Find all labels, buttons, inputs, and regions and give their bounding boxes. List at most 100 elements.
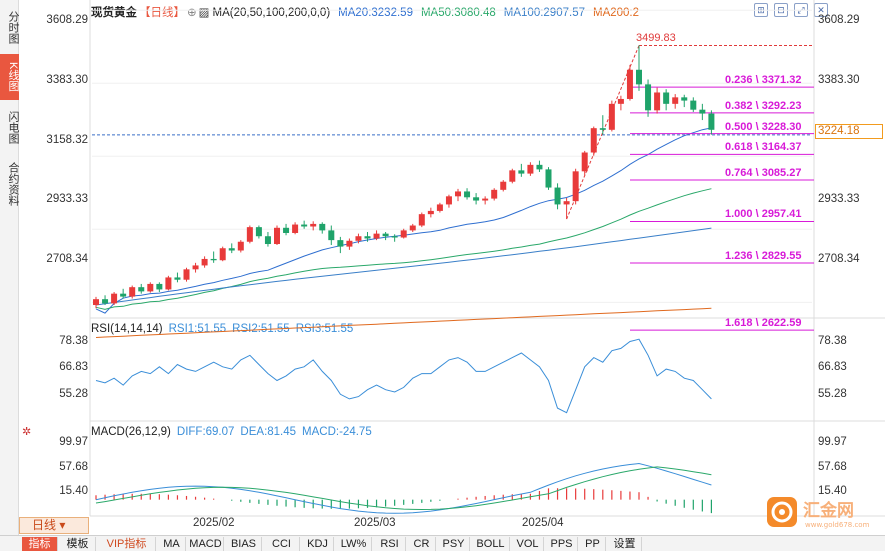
candle-body — [536, 164, 543, 170]
candle-body — [563, 201, 570, 205]
tab-settings[interactable]: 设置 — [608, 537, 642, 551]
candle-body — [201, 258, 208, 266]
tab-lw[interactable]: LW% — [336, 537, 372, 551]
candle-body — [699, 109, 706, 114]
candle-body — [310, 223, 317, 227]
candle-body — [518, 170, 525, 174]
tab-ma[interactable]: MA — [158, 537, 186, 551]
tab-cr[interactable]: CR — [408, 537, 436, 551]
candle-body — [373, 233, 380, 239]
candle-body — [255, 227, 262, 237]
brand-logo: 汇金网 www.gold678.com — [767, 497, 870, 529]
rsi-label: RSI(14,14,14) — [91, 323, 163, 335]
candle-body — [283, 227, 290, 233]
price-axis-right-1: 3608.29 — [818, 14, 860, 26]
candle-body — [400, 230, 407, 238]
date-label-apr: 2025/04 — [522, 517, 564, 529]
candle-body — [337, 240, 344, 247]
candle-body — [545, 169, 552, 188]
high-price-label: 3499.83 — [636, 32, 676, 45]
macd-settings-icon[interactable]: ✲ — [22, 426, 32, 438]
candle-body — [554, 187, 561, 205]
tab-pp[interactable]: PP — [580, 537, 606, 551]
tab-cci[interactable]: CCI — [264, 537, 300, 551]
brand-name: 汇金网 — [803, 500, 854, 521]
period-select-button[interactable]: 日线 ▾ — [19, 517, 89, 534]
candle-body — [165, 277, 172, 290]
ma20-line — [95, 127, 712, 314]
candle-body — [482, 198, 489, 201]
period-select-label: 日线 — [32, 518, 57, 532]
candle-body — [120, 293, 127, 297]
tab-indicators[interactable]: 指标 — [22, 537, 58, 551]
candle-body — [409, 225, 416, 231]
date-label-mar: 2025/03 — [354, 517, 396, 529]
chart-canvas[interactable] — [0, 0, 885, 535]
tab-boll[interactable]: BOLL — [472, 537, 510, 551]
candle-body — [418, 214, 425, 226]
candle-body — [147, 283, 154, 292]
candle-body — [364, 236, 371, 239]
tab-timeshare[interactable]: 分时图 — [7, 10, 19, 44]
rsi-axis-right-3: 55.28 — [818, 388, 847, 400]
candle-body — [681, 97, 688, 101]
rsi-axis-left-3: 55.28 — [59, 388, 88, 400]
tab-contract-info[interactable]: 合约资料 — [7, 162, 19, 206]
tab-rsi[interactable]: RSI — [374, 537, 406, 551]
ma50-line — [95, 188, 712, 310]
candle-body — [237, 241, 244, 251]
candle-body — [346, 240, 353, 247]
candle-body — [138, 287, 145, 292]
rsi-axis-left-2: 66.83 — [59, 361, 88, 373]
candle-body — [464, 191, 471, 198]
candle-body — [455, 191, 461, 197]
candle-body — [617, 98, 624, 104]
candle-body — [672, 97, 679, 104]
fib-level-label: 0.500 \ 3228.30 — [725, 120, 802, 133]
candle-body — [708, 113, 715, 130]
candle-body — [355, 236, 362, 241]
tab-pps[interactable]: PPS — [546, 537, 578, 551]
tab-kdj[interactable]: KDJ — [302, 537, 334, 551]
date-label-feb: 2025/02 — [193, 517, 235, 529]
price-axis-left-5: 2708.34 — [46, 253, 88, 265]
ma-icon: ▨ — [198, 7, 210, 19]
candle-body — [129, 287, 136, 297]
candle-body — [654, 92, 661, 111]
rsi-axis-left-1: 78.38 — [59, 335, 88, 347]
candle-body — [111, 293, 118, 304]
macd-diff-value: DIFF:69.07 — [176, 426, 235, 438]
candle-body — [174, 277, 181, 280]
candle-body — [491, 189, 498, 199]
candle-body — [626, 69, 633, 99]
tab-templates[interactable]: 模板 — [60, 537, 96, 551]
ma100-line — [95, 227, 712, 306]
tab-bias[interactable]: BIAS — [226, 537, 262, 551]
tab-vol[interactable]: VOL — [512, 537, 544, 551]
candle-body — [219, 248, 226, 261]
tab-flash[interactable]: 闪电图 — [7, 110, 19, 144]
tab-macd[interactable]: MACD — [188, 537, 224, 551]
settings-icon[interactable]: ⊕ — [187, 7, 197, 19]
candle-body — [93, 299, 99, 306]
fib-level-label: 1.618 \ 2622.59 — [725, 317, 802, 330]
tab-kline[interactable]: K线图 — [0, 54, 19, 100]
price-axis-right-4: 2933.33 — [818, 193, 860, 205]
left-tab-bar: 分时图 K线图 闪电图 合约资料 — [0, 0, 19, 535]
tab-vip-indicators[interactable]: VIP指标 — [98, 537, 156, 551]
price-axis-left-4: 2933.33 — [46, 193, 88, 205]
candle-body — [192, 265, 199, 270]
candle-body — [445, 196, 452, 205]
fib-level-label: 0.382 \ 3292.23 — [725, 99, 802, 112]
tab-psy[interactable]: PSY — [438, 537, 470, 551]
candle-body — [527, 164, 534, 174]
fib-level-label: 0.618 \ 3164.37 — [725, 141, 802, 154]
fib-level-label: 1.236 \ 2829.55 — [725, 249, 802, 262]
macd-hist-value: MACD:-24.75 — [302, 426, 372, 438]
macd-legend: MACD(26,12,9) DIFF:69.07 DEA:81.45 MACD:-24… — [91, 426, 372, 438]
candle-body — [319, 223, 326, 231]
candle-body — [590, 128, 597, 153]
macd-diff-line — [95, 462, 712, 514]
macd-dea-line — [95, 466, 712, 511]
candle-body — [183, 269, 190, 280]
